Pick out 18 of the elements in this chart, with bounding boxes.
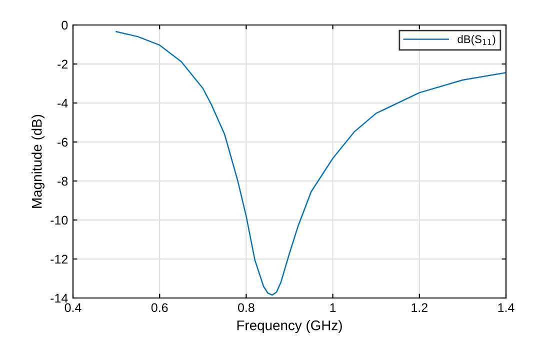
x-tick-label: 0.4 bbox=[64, 303, 82, 312]
legend-label: dB(S$_{11}$) bbox=[458, 35, 496, 46]
y-tick-label: -2 bbox=[58, 60, 68, 69]
x-tick-label: 0.6 bbox=[151, 303, 168, 312]
x-axis-title: Frequency (GHz) bbox=[237, 320, 342, 334]
y-tick-label: -4 bbox=[58, 98, 68, 108]
y-tick-label: -8 bbox=[58, 176, 68, 186]
x-tick-label: 1.4 bbox=[498, 303, 514, 312]
line-series bbox=[116, 31, 506, 296]
y-tick-label: -12 bbox=[50, 254, 68, 264]
y-axis-title: Magnitude (dB) bbox=[32, 114, 45, 208]
x-tick-label: 0.8 bbox=[238, 303, 254, 312]
y-tick-label: -10 bbox=[50, 216, 68, 225]
x-tick-label: 1 bbox=[330, 303, 336, 312]
y-tick-label: -6 bbox=[58, 138, 68, 147]
y-tick-label: -14 bbox=[50, 294, 68, 303]
y-tick-label: 0 bbox=[62, 20, 68, 30]
x-tick-label: 1.2 bbox=[412, 303, 428, 312]
